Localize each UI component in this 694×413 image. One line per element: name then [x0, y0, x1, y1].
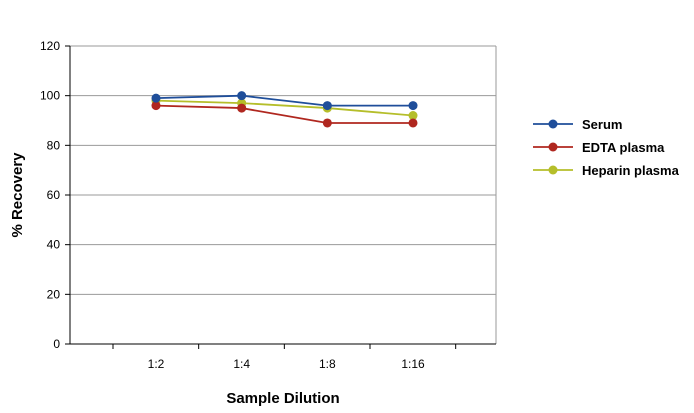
legend: Serum EDTA plasma Heparin plasma	[533, 117, 680, 178]
series-heparin-plasma	[151, 96, 418, 121]
x-tick-label-1:16: 1:16	[401, 357, 425, 371]
data-point-serum-1	[237, 91, 247, 101]
y-tick-label-120: 120	[40, 39, 60, 53]
series-line-serum	[155, 94, 414, 107]
legend-item-serum: Serum	[533, 117, 622, 132]
y-tick-label-100: 100	[40, 89, 60, 103]
x-axis-title: Sample Dilution	[226, 390, 339, 407]
data-point-serum-3	[408, 101, 418, 111]
axes	[65, 45, 496, 349]
legend-label-edta-plasma: EDTA plasma	[582, 140, 665, 155]
y-tick-label-0: 0	[53, 337, 60, 351]
data-point-edta-plasma-0	[151, 101, 161, 111]
series-line-heparin-plasma	[155, 99, 414, 117]
data-point-edta-plasma-1	[237, 103, 247, 113]
legend-marker-edta-plasma	[548, 142, 558, 152]
x-tick-label-1:8: 1:8	[319, 357, 336, 371]
legend-marker-serum	[548, 119, 558, 129]
y-tick-labels: 0 20 40 60 80 100 120	[40, 39, 60, 351]
y-tick-label-80: 80	[47, 138, 61, 152]
y-tick-label-60: 60	[47, 188, 61, 202]
x-tick-labels: 1:2 1:4 1:8 1:16	[148, 357, 425, 371]
x-tick-label-1:2: 1:2	[148, 357, 165, 371]
grid-lines	[70, 45, 497, 344]
series-line-edta-plasma	[155, 104, 414, 124]
y-tick-label-20: 20	[47, 287, 61, 301]
legend-marker-heparin-plasma	[548, 165, 558, 175]
data-point-serum-2	[322, 101, 332, 111]
x-tick-label-1:4: 1:4	[233, 357, 250, 371]
legend-label-heparin-plasma: Heparin plasma	[582, 163, 680, 178]
series-serum	[151, 91, 418, 111]
legend-item-edta-plasma: EDTA plasma	[533, 140, 665, 155]
legend-item-heparin-plasma: Heparin plasma	[533, 163, 680, 178]
series-edta-plasma	[151, 101, 418, 128]
data-point-heparin-plasma-3	[408, 111, 418, 121]
data-point-edta-plasma-3	[408, 118, 418, 128]
legend-label-serum: Serum	[582, 117, 622, 132]
y-axis-title: % Recovery	[9, 152, 26, 238]
series-group	[151, 91, 418, 128]
data-point-edta-plasma-2	[322, 118, 332, 128]
y-tick-label-40: 40	[47, 238, 61, 252]
data-point-serum-0	[151, 93, 161, 103]
